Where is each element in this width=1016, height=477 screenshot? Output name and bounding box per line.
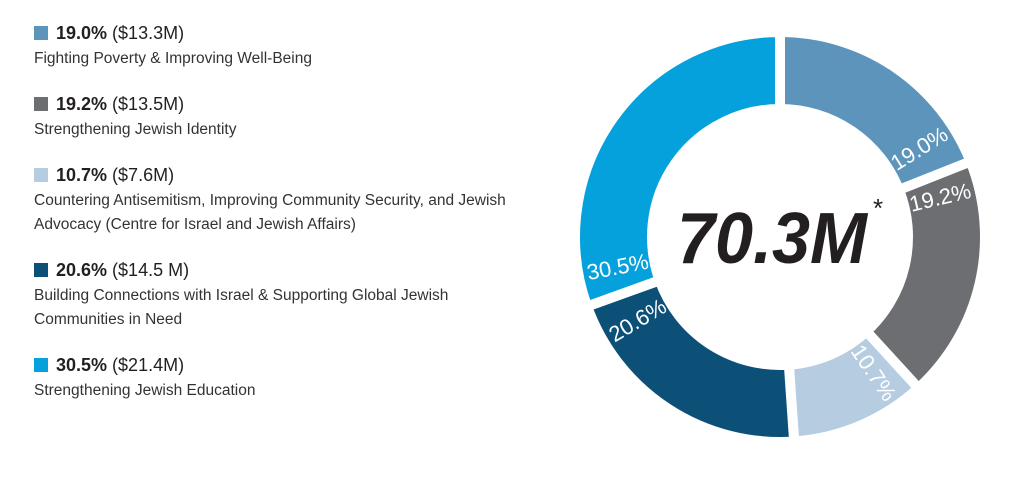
legend-swatch bbox=[34, 26, 48, 40]
legend-amount: ($13.3M) bbox=[112, 23, 185, 43]
legend-amount: ($7.6M) bbox=[112, 165, 175, 185]
legend-swatch bbox=[34, 168, 48, 182]
legend-label: Strengthening Jewish Identity bbox=[34, 121, 237, 138]
legend: 19.0% ($13.3M) Fighting Poverty & Improvin… bbox=[34, 22, 534, 425]
legend-head: 19.2% ($13.5M) bbox=[34, 93, 534, 115]
legend-swatch bbox=[34, 263, 48, 277]
legend-head: 30.5% ($21.4M) bbox=[34, 354, 534, 376]
legend-percent: 10.7% bbox=[56, 165, 108, 185]
legend-item: 20.6% ($14.5 M) Building Connections with … bbox=[34, 259, 534, 332]
legend-label: Fighting Poverty & Improving Well-Being bbox=[34, 50, 312, 67]
donut-slice bbox=[570, 26, 785, 313]
legend-head: 19.0% ($13.3M) bbox=[34, 22, 534, 44]
donut-slice bbox=[580, 273, 800, 447]
legend-label: Building Connections with Israel & Suppo… bbox=[34, 287, 449, 328]
center-label: 70.3M bbox=[677, 199, 869, 279]
legend-item: 19.2% ($13.5M) Strengthening Jewish Identi… bbox=[34, 93, 534, 142]
center-note: * bbox=[873, 193, 883, 223]
legend-amount: ($13.5M) bbox=[112, 94, 185, 114]
legend-swatch bbox=[34, 358, 48, 372]
legend-percent: 20.6% bbox=[56, 260, 108, 280]
legend-head: 20.6% ($14.5 M) bbox=[34, 259, 534, 281]
legend-item: 30.5% ($21.4M) Strengthening Jewish Educat… bbox=[34, 354, 534, 403]
legend-amount: ($14.5 M) bbox=[112, 260, 190, 280]
donut-slice bbox=[775, 26, 978, 197]
legend-percent: 30.5% bbox=[56, 355, 108, 375]
legend-head: 10.7% ($7.6M) bbox=[34, 164, 534, 186]
legend-percent: 19.2% bbox=[56, 94, 108, 114]
legend-swatch bbox=[34, 97, 48, 111]
legend-item: 10.7% ($7.6M) Countering Antisemitism, Imp… bbox=[34, 164, 534, 237]
legend-item: 19.0% ($13.3M) Fighting Poverty & Improvin… bbox=[34, 22, 534, 71]
legend-percent: 19.0% bbox=[56, 23, 108, 43]
legend-amount: ($21.4M) bbox=[112, 355, 185, 375]
legend-label: Countering Antisemitism, Improving Commu… bbox=[34, 192, 506, 233]
donut-chart: 19.0%19.2%10.7%20.6%30.5% 70.3M * bbox=[570, 26, 990, 447]
legend-label: Strengthening Jewish Education bbox=[34, 382, 256, 399]
